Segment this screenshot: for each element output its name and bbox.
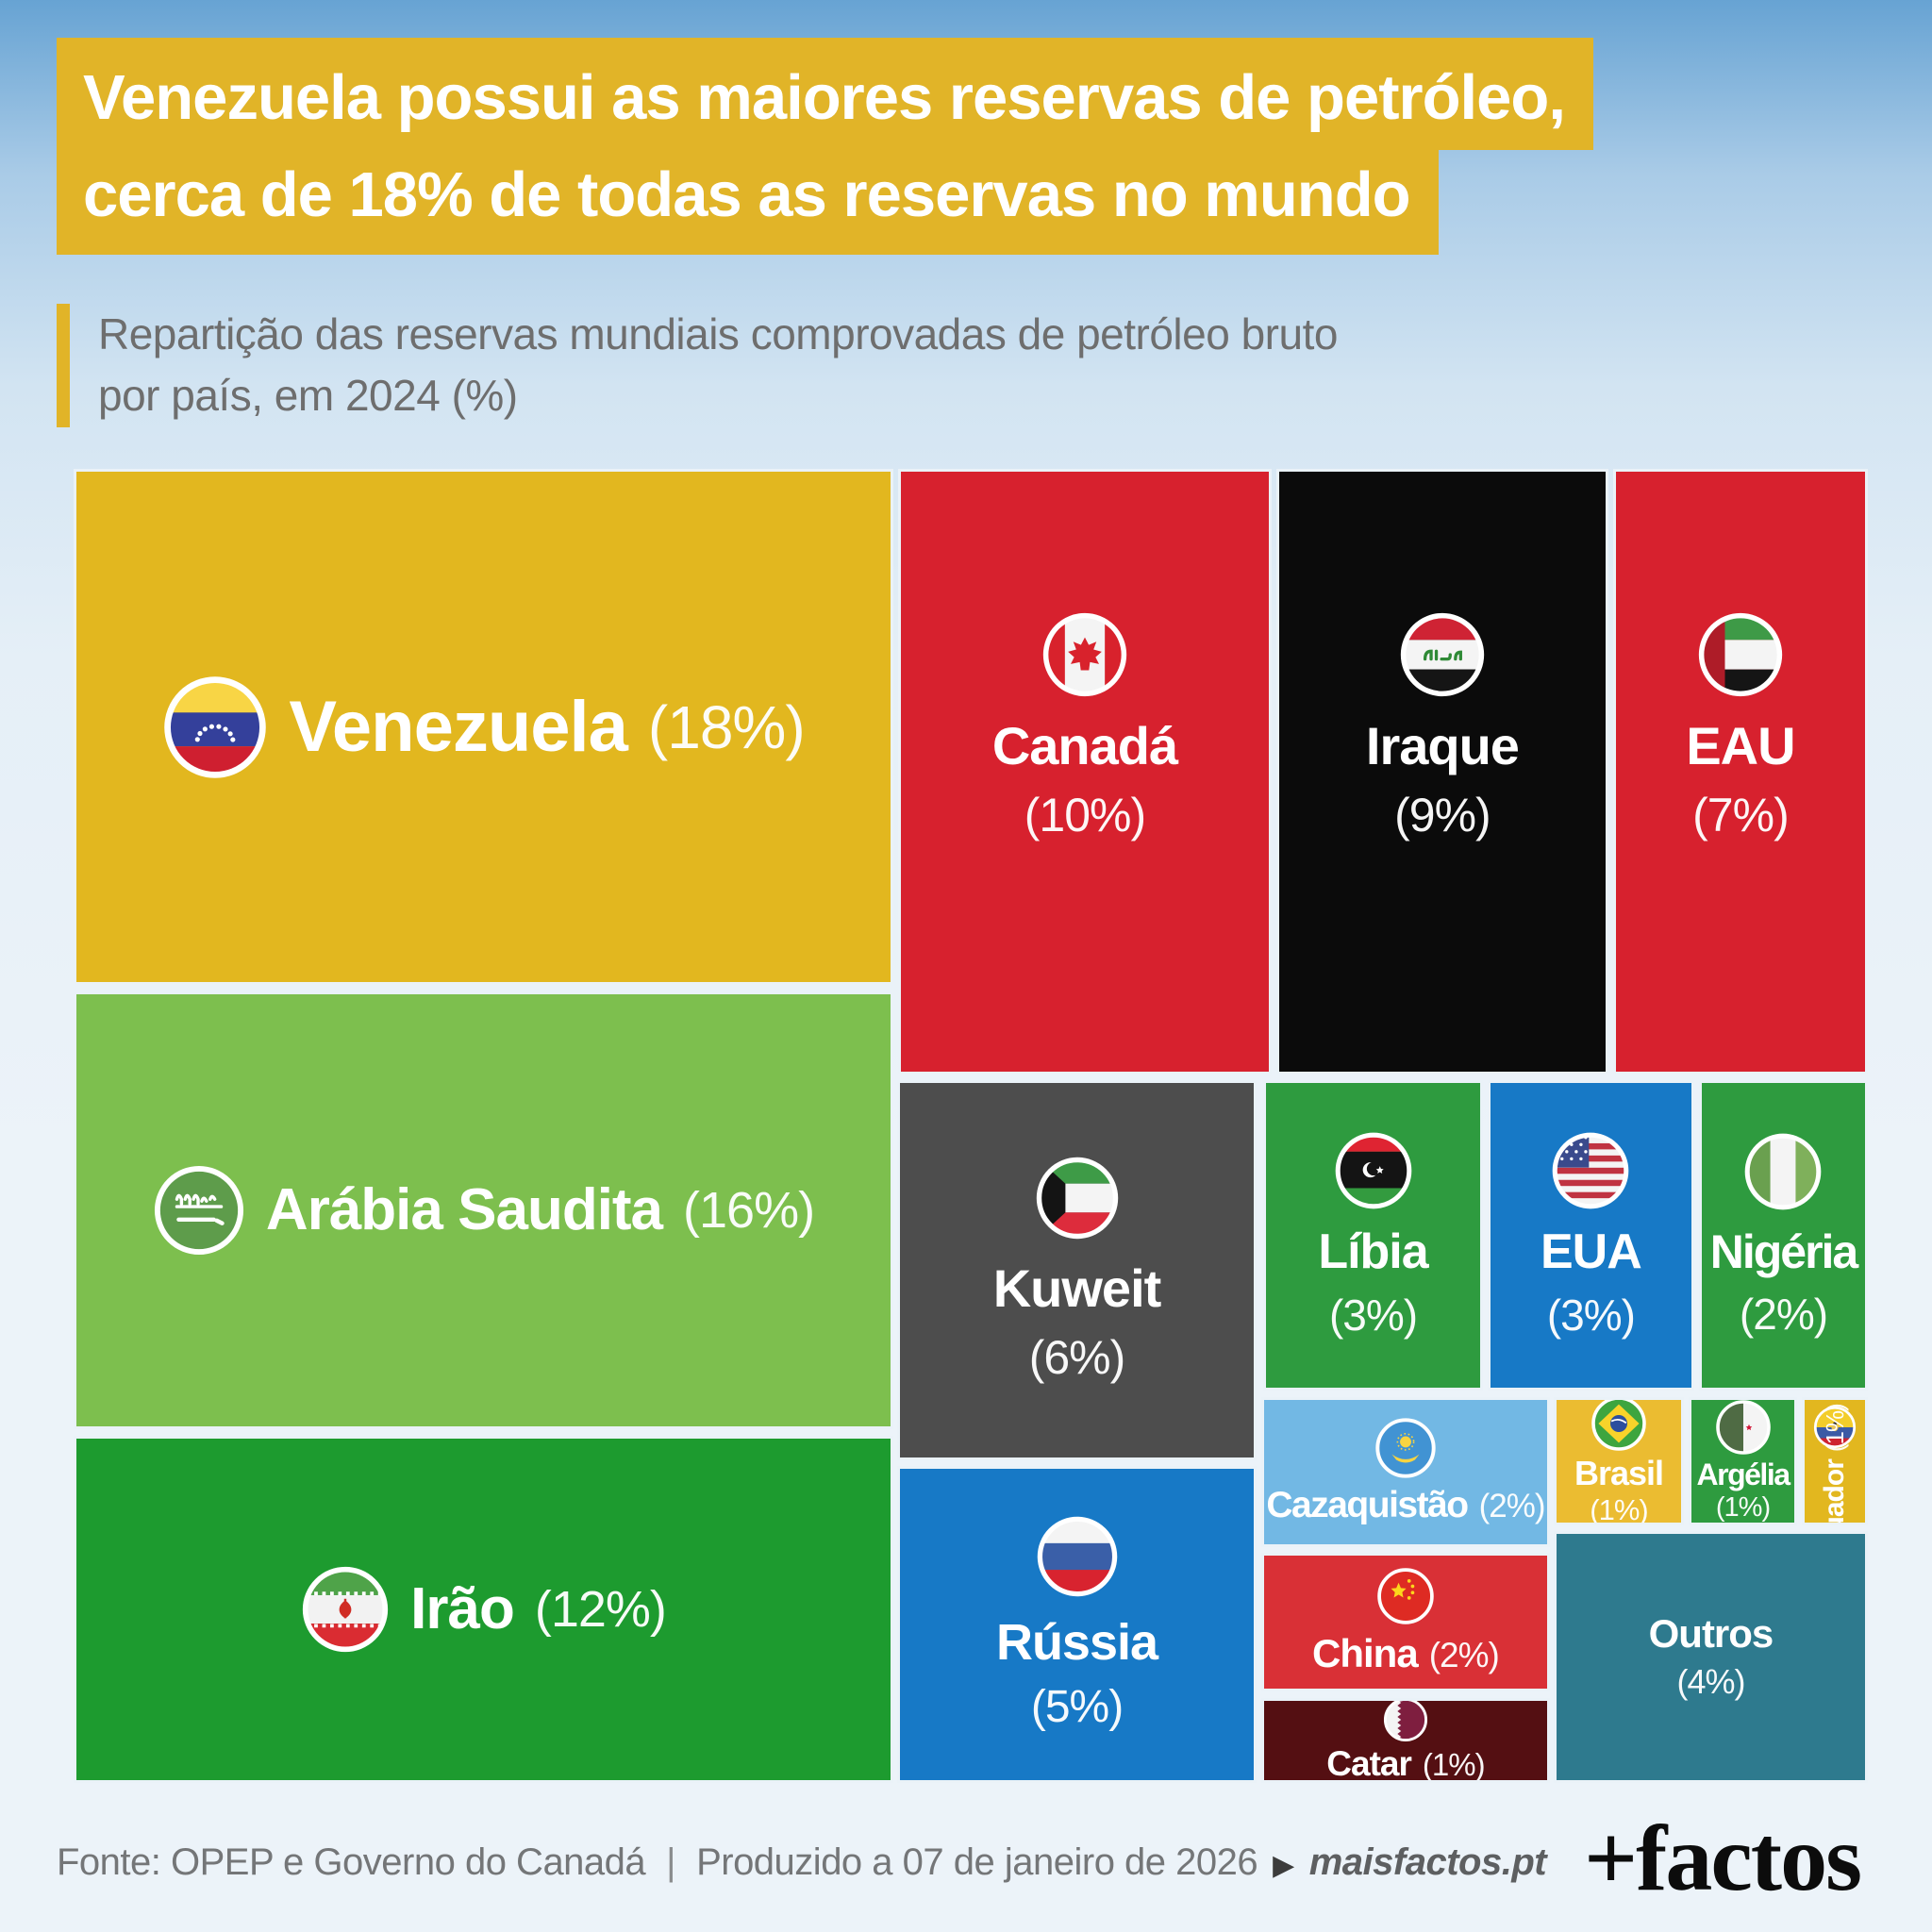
page-title: Venezuela possui as maiores reservas de … [57, 38, 1593, 255]
treemap-cell-eau: EAU (7%) [1612, 469, 1868, 1075]
country-share: (2%) [1739, 1289, 1828, 1339]
subtitle-line-2: por país, em 2024 (%) [98, 371, 518, 421]
category-share: (4%) [1676, 1662, 1745, 1702]
country-name: China [1312, 1631, 1419, 1676]
country-share: (3%) [1546, 1290, 1636, 1340]
kazakhstan-flag-icon [1374, 1417, 1437, 1479]
country-share: (1%) [1422, 1747, 1486, 1782]
country-name: EAU [1686, 715, 1795, 775]
country-name: Venezuela [289, 687, 628, 767]
treemap-cell-iraque: Iraque (9%) [1275, 469, 1608, 1075]
country-name: EUA [1541, 1224, 1642, 1279]
treemap-cell-catar: Catar (1%) [1260, 1698, 1550, 1783]
treemap-cell-brasil: Brasil (1%) [1553, 1397, 1685, 1525]
country-share: (10%) [1024, 788, 1146, 841]
source-text: Fonte: OPEP e Governo do Canadá [57, 1841, 646, 1883]
country-name: Rússia [995, 1614, 1158, 1672]
treemap-cell-russia: Rússia (5%) [897, 1466, 1257, 1783]
algeria-flag-icon [1715, 1400, 1772, 1456]
country-share: (2%) [1478, 1488, 1546, 1525]
country-name: Brasil [1574, 1453, 1664, 1492]
title-line-2: cerca de 18% de todas as reservas no mun… [57, 150, 1439, 255]
chart-subtitle: Repartição das reservas mundiais comprov… [57, 304, 1338, 427]
country-name: Equador [1818, 1459, 1850, 1525]
treemap-cell-canada: Canadá (10%) [897, 469, 1272, 1075]
country-share: (12%) [534, 1580, 667, 1638]
subtitle-line-1: Repartição das reservas mundiais comprov… [98, 309, 1338, 358]
iran-flag-icon [301, 1565, 390, 1654]
country-name: Iraque [1365, 715, 1520, 775]
kuwait-flag-icon [1035, 1156, 1120, 1241]
canada-flag-icon [1041, 611, 1128, 698]
venezuela-flag-icon [162, 675, 268, 780]
footer: Fonte: OPEP e Governo do Canadá | Produz… [57, 1841, 1547, 1884]
libya-flag-icon [1334, 1131, 1413, 1210]
country-name: Nigéria [1709, 1224, 1859, 1278]
uae-flag-icon [1697, 611, 1784, 698]
treemap-cell-equador: Equador (1%) [1802, 1397, 1868, 1525]
country-name: Cazaquistão [1266, 1485, 1469, 1526]
treemap-cell-irao: Irão (12%) [74, 1435, 894, 1783]
country-share: (9%) [1394, 788, 1491, 841]
country-share: (3%) [1328, 1290, 1418, 1340]
country-name: Catar [1326, 1744, 1412, 1783]
china-flag-icon [1376, 1567, 1435, 1625]
treemap-chart: Venezuela (18%) Arábia Saudita (16%) Irã… [74, 469, 1868, 1783]
treemap-cell-arabia-saudita: Arábia Saudita (16%) [74, 991, 894, 1429]
country-share: (7%) [1692, 788, 1790, 841]
treemap-cell-libia: Líbia (3%) [1263, 1080, 1483, 1391]
footer-divider: | [666, 1841, 676, 1883]
treemap-cell-china: China (2%) [1260, 1552, 1550, 1691]
treemap-cell-eua: EUA (3%) [1487, 1080, 1694, 1391]
country-share: (1%) [1590, 1492, 1648, 1525]
country-name: Argélia [1696, 1457, 1790, 1491]
qatar-flag-icon [1383, 1700, 1428, 1742]
country-share: (6%) [1028, 1331, 1126, 1384]
country-share: (18%) [647, 692, 806, 761]
iraq-flag-icon [1399, 611, 1486, 698]
country-name: Líbia [1318, 1224, 1428, 1279]
brazil-flag-icon [1591, 1399, 1647, 1452]
nigeria-flag-icon [1743, 1132, 1823, 1211]
maisfactos-logo: +factos [1584, 1806, 1862, 1910]
treemap-cell-nigeria: Nigéria (2%) [1699, 1080, 1868, 1391]
treemap-cell-kuweit: Kuweit (6%) [897, 1080, 1257, 1460]
country-share: (1%) [1820, 1404, 1849, 1453]
ecuador-flag-icon [1813, 1406, 1857, 1449]
country-name: Kuweit [992, 1258, 1162, 1318]
usa-flag-icon [1551, 1131, 1630, 1210]
russia-flag-icon [1036, 1515, 1119, 1598]
country-name: Irão [410, 1576, 515, 1642]
treemap-cell-cazaquistao: Cazaquistão (2%) [1260, 1397, 1550, 1547]
country-share: (1%) [1715, 1491, 1771, 1523]
category-name: Outros [1648, 1611, 1774, 1657]
country-share: (16%) [683, 1181, 815, 1239]
title-line-1: Venezuela possui as maiores reservas de … [57, 38, 1593, 150]
saudi-arabia-flag-icon [153, 1164, 245, 1257]
treemap-cell-venezuela: Venezuela (18%) [74, 469, 894, 986]
country-share: (2%) [1428, 1636, 1500, 1675]
produced-text: Produzido a 07 de janeiro de 2026 [696, 1841, 1258, 1883]
arrow-icon: ▶ [1273, 1850, 1294, 1881]
website-text: maisfactos.pt [1308, 1841, 1547, 1883]
treemap-cell-argelia: Argélia (1%) [1688, 1397, 1798, 1525]
treemap-cell-outros: Outros (4%) [1553, 1530, 1868, 1783]
country-name: Canadá [991, 715, 1178, 775]
country-name: Arábia Saudita [265, 1177, 663, 1243]
country-share: (5%) [1030, 1682, 1124, 1733]
